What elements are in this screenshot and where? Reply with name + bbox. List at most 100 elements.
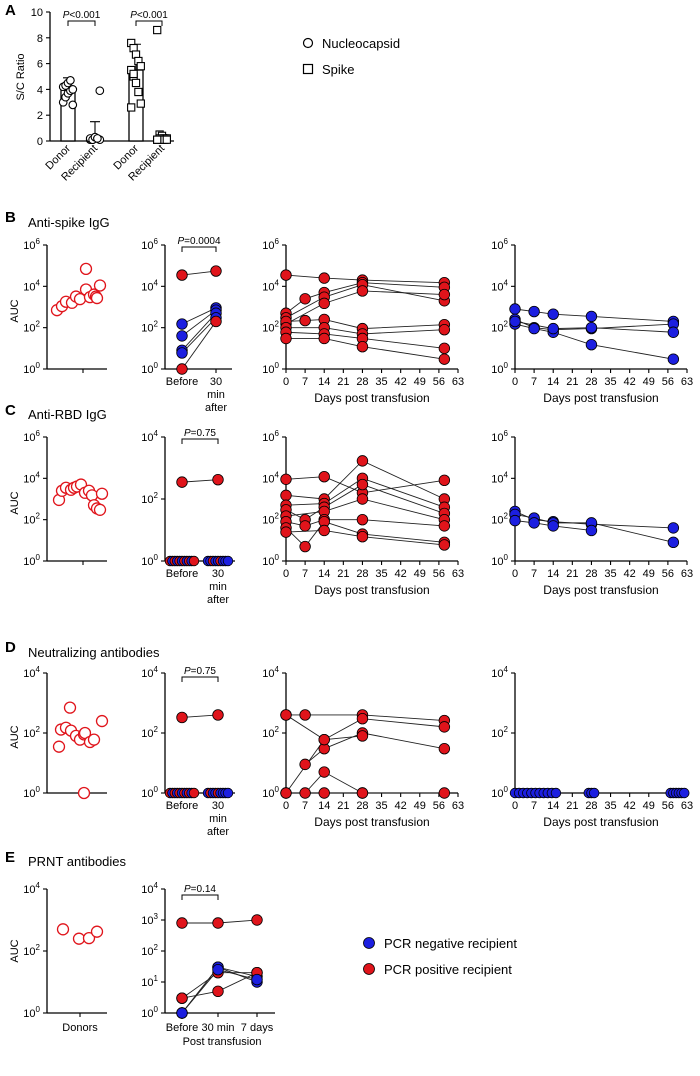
e-paired-data-point [212,963,224,976]
c-paired-y-tick-exponent: 4 [154,429,159,438]
b-negative-y-tick-exponent: 2 [504,320,509,329]
b-negative-x-tick-label: 14 [547,376,559,388]
c-donor-data-point [85,489,99,502]
panel-title-c: Anti-RBD IgG [28,407,107,422]
c-positive-y-tick-exponent: 4 [275,470,280,479]
c-positive-x-tick-label: 0 [283,568,289,580]
b-paired-point-before [176,330,188,342]
d-paired-y-tick-exponent: 2 [154,725,159,734]
a-data-point [134,87,143,97]
b-positive-y-tick-label: 100 [262,361,279,376]
b-negative-x-tick-label: 28 [585,376,597,388]
b-paired-y-tick-label: 106 [141,237,158,252]
b-paired-pvalue-symbol: P [177,236,184,247]
b-positive-series-line [286,338,445,360]
a-data-point [95,86,105,96]
e-paired-y-tick-exponent: 4 [154,881,159,890]
b-donor-y-tick-exponent: 4 [36,278,41,287]
d-donor-data-point [87,733,101,746]
d-negative-x-tick-label: 14 [547,800,559,812]
c-donor-y-tick-exponent: 2 [36,512,41,521]
d-positive-series-line [304,732,445,765]
e-donor-data-point [72,932,86,945]
d-positive-x-tick-label: 21 [337,800,349,812]
e-paired-data-point [251,914,263,926]
d-positive-data-point [318,766,330,778]
d-positive-x-tick-label: 56 [433,800,445,812]
b-donor-y-tick-label: 100 [23,361,40,376]
d-negative-y-tick-exponent: 2 [504,725,509,734]
c-donor-data-point [95,487,109,500]
b-positive-data-point [318,297,330,310]
b-paired-point-before [176,269,188,281]
c-paired-y-tick-exponent: 0 [154,553,159,562]
d-negative-x-tick-label: 35 [604,800,616,812]
c-positive-y-tick-label: 100 [262,553,279,568]
c-paired-x-label-after: after [207,594,229,606]
e-paired-data-point [251,973,263,986]
c-negative-y-tick-label: 106 [491,429,508,444]
c-positive-x-tick-label: 7 [302,568,308,580]
a-data-point [131,78,141,88]
b-negative-x-tick-label: 7 [531,376,537,388]
a-data-point [162,135,171,144]
c-negative-y-tick-exponent: 4 [504,470,509,479]
panel-title-b: Anti-spike IgG [28,215,110,230]
b-paired-y-tick-label: 104 [141,278,158,293]
b-negative-x-tick-label: 42 [624,376,636,388]
d-negative-x-tick-label: 21 [566,800,578,812]
b-positive-x-tick-label: 14 [318,376,330,388]
c-positive-series-line [285,460,445,500]
b-positive-y-tick-exponent: 6 [275,237,280,246]
c-paired-x-label-30: 30 [212,568,224,580]
b-paired-y-tick-label: 100 [141,361,158,376]
b-paired-x-label-after: after [205,402,227,414]
b-positive-data-point [299,293,311,305]
e-paired-x-axis-label: Post transfusion [183,1036,262,1048]
d-positive-data-point [438,787,451,799]
c-paired-pvalue-symbol: P [184,428,191,439]
b-positive-data-point [318,332,330,345]
d-positive-x-tick-label: 14 [318,800,330,812]
a-y-tick-label: 4 [37,84,43,96]
b-paired-y-tick-label: 102 [141,320,158,335]
b-paired-x-label-30: 30 [210,376,222,388]
c-paired-y-tick-label: 104 [141,429,158,444]
a-y-tick-label: 6 [37,59,43,71]
c-negative-x-tick-label: 0 [512,568,518,580]
c-donor-y-axis-label: AUC [9,491,21,514]
c-positive-data-point [438,474,451,487]
c-negative-series-line [514,520,592,531]
c-positive-x-tick-label: 63 [452,568,464,580]
b-donor-y-axis-label: AUC [9,299,21,322]
d-paired-y-tick-label: 100 [141,785,158,800]
c-negative-y-tick-label: 104 [491,470,508,485]
e-donor-y-tick-exponent: 2 [36,943,41,952]
e-donor-y-tick-exponent: 4 [36,881,41,890]
d-negative-x-tick-label: 42 [624,800,636,812]
a-pvalue-label: P<0.001 [63,10,101,21]
e-paired-y-tick-exponent: 3 [154,912,159,921]
d-negative-data-point [550,787,562,799]
b-donor-data-point [90,291,104,305]
d-paired-baseline-before [188,787,200,799]
c-positive-y-tick-label: 102 [262,512,279,527]
b-positive-x-tick-label: 35 [375,376,387,388]
c-donor-y-tick-label: 106 [23,429,40,444]
b-positive-series-line [286,327,445,335]
d-negative-x-tick-label: 49 [643,800,655,812]
e-donor-y-tick-label: 100 [23,1005,40,1020]
a-pvalue-number: <0.001 [69,10,100,21]
c-paired-pvalue-number: =0.75 [191,428,217,439]
b-positive-series-line [285,331,445,349]
c-positive-data-point [318,524,330,537]
e-paired-x-tick-label: Before [166,1022,198,1034]
d-donor-y-tick-exponent: 4 [36,665,41,674]
b-negative-y-tick-label: 104 [491,278,508,293]
c-negative-data-point [585,524,598,537]
b-positive-data-point [280,269,292,281]
c-paired-y-tick-label: 100 [141,553,158,568]
d-negative-data-point [679,787,690,799]
b-positive-series-line [285,290,445,325]
